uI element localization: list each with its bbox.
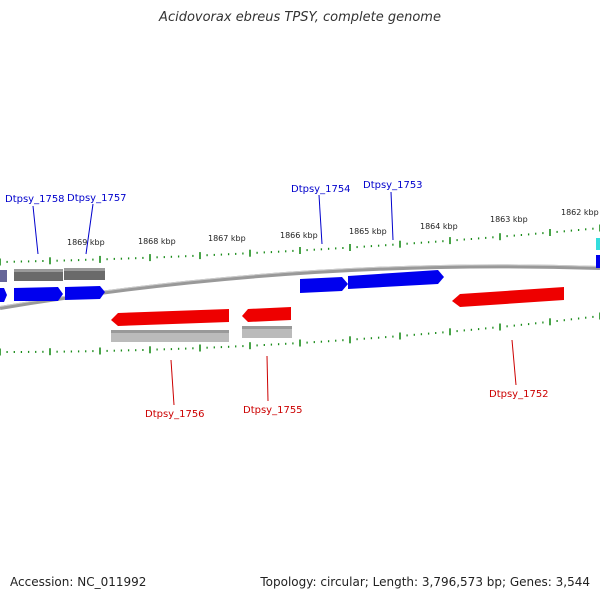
forward-gene-arrow[interactable] — [596, 255, 600, 268]
reverse-genes — [111, 287, 564, 326]
outer-scale-ticks — [0, 224, 600, 266]
scale-labels: 1869 kbp 1868 kbp 1867 kbp 1866 kbp 1865… — [67, 208, 599, 247]
gene-label[interactable]: Dtpsy_1755 — [243, 405, 303, 416]
accession-text: Accession: NC_011992 — [10, 575, 147, 589]
leader-line — [32, 205, 39, 255]
reverse-gene-labels: Dtpsy_1756 Dtpsy_1755 Dtpsy_1752 — [145, 389, 549, 420]
grey-feature-track — [0, 268, 105, 282]
cyan-feature[interactable] — [596, 238, 600, 250]
gene-label[interactable]: Dtpsy_1752 — [489, 389, 549, 400]
gene-label[interactable]: Dtpsy_1756 — [145, 409, 205, 420]
gene-label[interactable]: Dtpsy_1758 — [5, 194, 65, 205]
light-grey-feature-highlight — [242, 326, 292, 329]
scale-label: 1862 kbp — [561, 208, 599, 217]
forward-gene-labels: Dtpsy_1758 Dtpsy_1757 Dtpsy_1754 Dtpsy_1… — [5, 180, 423, 205]
grey-feature[interactable] — [0, 270, 7, 282]
leader-line — [85, 203, 94, 255]
forward-gene-arrow[interactable] — [0, 288, 7, 302]
gene-label[interactable]: Dtpsy_1757 — [67, 193, 127, 204]
scale-label: 1863 kbp — [490, 215, 528, 224]
genome-info-text: Topology: circular; Length: 3,796,573 bp… — [260, 575, 590, 589]
gene-label[interactable]: Dtpsy_1754 — [291, 184, 351, 195]
grey-feature-highlight — [14, 269, 63, 272]
forward-gene-arrow[interactable] — [300, 277, 348, 293]
leader-line — [390, 191, 394, 241]
reverse-gene-arrow[interactable] — [111, 309, 229, 326]
reverse-label-leaders — [170, 339, 517, 406]
map-title: Acidovorax ebreus TPSY, complete genome — [159, 10, 441, 25]
scale-label: 1865 kbp — [349, 227, 387, 236]
leader-line — [318, 194, 323, 245]
reverse-gene-arrow[interactable] — [242, 307, 291, 322]
forward-label-leaders — [32, 191, 394, 255]
light-grey-feature-highlight — [111, 330, 229, 333]
scale-label: 1867 kbp — [208, 234, 246, 243]
scale-label: 1866 kbp — [280, 231, 318, 240]
forward-genes — [0, 238, 600, 302]
scale-label: 1864 kbp — [420, 222, 458, 231]
inner-scale-ticks — [0, 312, 600, 356]
reverse-gene-arrow[interactable] — [452, 287, 564, 307]
scale-label: 1868 kbp — [138, 237, 176, 246]
gene-label[interactable]: Dtpsy_1753 — [363, 180, 423, 191]
leader-line — [170, 359, 175, 406]
leader-line — [511, 339, 517, 386]
light-grey-feature-track — [111, 326, 292, 342]
grey-feature-highlight — [64, 268, 105, 271]
forward-gene-arrow[interactable] — [14, 287, 63, 301]
leader-line — [266, 355, 269, 402]
forward-gene-arrow[interactable] — [348, 270, 444, 289]
forward-gene-arrow[interactable] — [65, 286, 105, 300]
scale-label: 1869 kbp — [67, 238, 105, 247]
